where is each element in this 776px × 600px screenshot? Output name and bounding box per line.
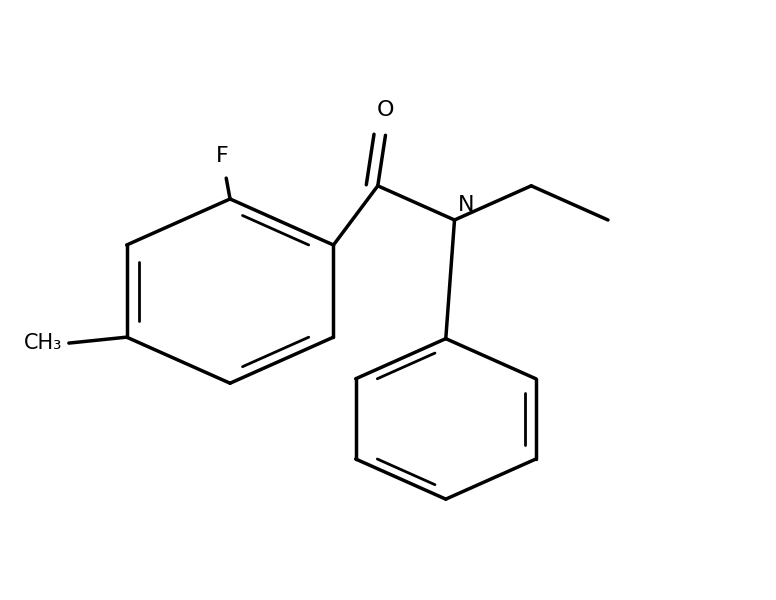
Text: O: O: [376, 100, 394, 121]
Text: N: N: [459, 195, 475, 215]
Text: F: F: [216, 146, 229, 166]
Text: CH₃: CH₃: [24, 333, 63, 353]
